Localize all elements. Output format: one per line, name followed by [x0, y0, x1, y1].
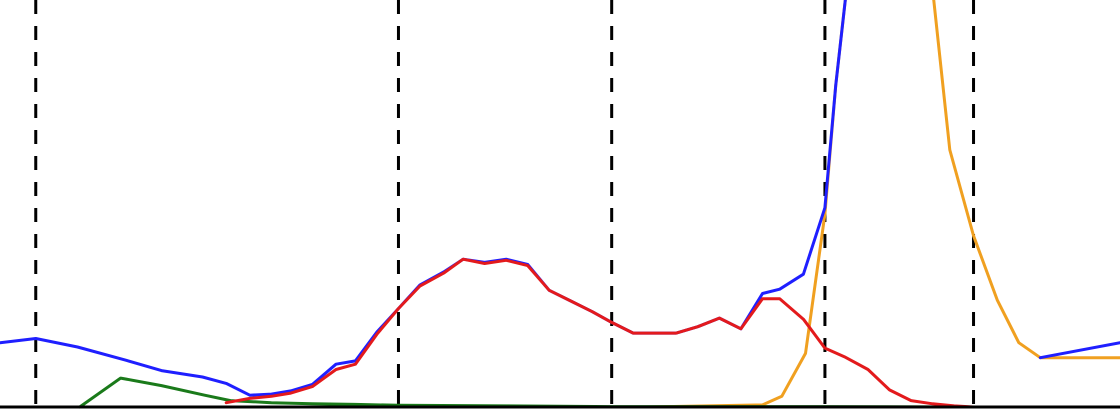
series-line-blue-5 — [1038, 341, 1120, 360]
series-line-red-2 — [224, 257, 975, 409]
